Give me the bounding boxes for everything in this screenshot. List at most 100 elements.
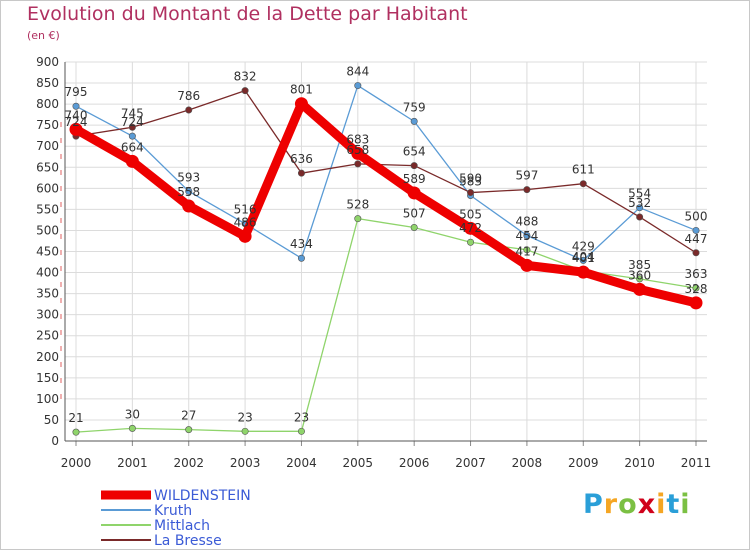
legend-label: La Bresse bbox=[154, 533, 222, 549]
data-point bbox=[410, 117, 418, 125]
data-label: 404 bbox=[572, 250, 595, 264]
data-label: 360 bbox=[628, 268, 651, 282]
data-label: 486 bbox=[234, 215, 257, 229]
data-label: 832 bbox=[234, 70, 257, 84]
data-point bbox=[128, 123, 136, 131]
data-label: 401 bbox=[572, 251, 595, 265]
data-labels: 740 664 558 486 801 683 589 505 417 401 360 328 795 7… bbox=[65, 65, 708, 426]
data-label: 500 bbox=[685, 209, 708, 223]
data-point bbox=[576, 265, 590, 279]
data-point bbox=[467, 238, 475, 246]
data-point bbox=[410, 223, 418, 231]
y-tick-label: 0 bbox=[51, 434, 59, 448]
data-point bbox=[410, 162, 418, 170]
y-tick-label: 800 bbox=[36, 97, 59, 111]
data-label: 745 bbox=[121, 106, 144, 120]
data-point bbox=[128, 132, 136, 140]
x-tick-label: 2002 bbox=[173, 456, 204, 470]
data-label: 795 bbox=[65, 85, 88, 99]
data-label: 683 bbox=[346, 132, 369, 146]
x-tick-label: 2009 bbox=[568, 456, 599, 470]
y-tick-label: 600 bbox=[36, 181, 59, 195]
chart-subtitle: (en €) bbox=[27, 29, 60, 42]
data-label: 724 bbox=[121, 115, 144, 129]
data-point bbox=[351, 146, 365, 160]
data-point bbox=[467, 189, 475, 197]
data-point bbox=[354, 160, 362, 168]
data-point bbox=[523, 246, 531, 254]
data-point bbox=[72, 428, 80, 436]
axes: 0 50 100 150 200 250 300 350 400 450 500 550 600 650 7… bbox=[36, 55, 711, 470]
data-label: 740 bbox=[65, 108, 88, 122]
data-label: 759 bbox=[403, 100, 426, 114]
data-label: 664 bbox=[121, 140, 144, 154]
y-tick-label: 300 bbox=[36, 308, 59, 322]
data-point bbox=[523, 231, 531, 239]
data-label: 786 bbox=[177, 89, 200, 103]
y-tick-label: 200 bbox=[36, 350, 59, 364]
legend-label: Mittlach bbox=[154, 518, 210, 534]
data-point bbox=[185, 106, 193, 114]
data-point bbox=[354, 82, 362, 90]
data-point bbox=[692, 249, 700, 257]
data-label: 488 bbox=[515, 214, 538, 228]
data-point bbox=[636, 204, 644, 212]
data-point bbox=[689, 296, 703, 310]
data-label: 528 bbox=[346, 198, 369, 212]
data-point bbox=[407, 186, 421, 200]
y-tick-label: 450 bbox=[36, 245, 59, 259]
data-point bbox=[297, 427, 305, 435]
data-point bbox=[241, 87, 249, 95]
data-point bbox=[520, 258, 534, 272]
logo-letter: i bbox=[656, 489, 667, 520]
y-tick-label: 550 bbox=[36, 202, 59, 216]
series-line-mittlach bbox=[75, 218, 697, 433]
data-label: 554 bbox=[628, 187, 651, 201]
data-label: 454 bbox=[515, 229, 538, 243]
data-point bbox=[692, 226, 700, 234]
y-tick-label: 400 bbox=[36, 266, 59, 280]
y-tick-label: 850 bbox=[36, 76, 59, 90]
data-point bbox=[579, 256, 587, 264]
data-point bbox=[523, 186, 531, 194]
data-point bbox=[636, 275, 644, 283]
data-label: 363 bbox=[685, 267, 708, 281]
x-tick-label: 2000 bbox=[61, 456, 92, 470]
y-tick-label: 350 bbox=[36, 287, 59, 301]
data-label: 724 bbox=[65, 115, 88, 129]
data-label: 21 bbox=[68, 411, 83, 425]
logo-letter: x bbox=[637, 489, 657, 520]
series-line-la-bresse bbox=[75, 89, 697, 254]
data-point bbox=[297, 254, 305, 262]
data-point bbox=[128, 424, 136, 432]
logo-letter: r bbox=[603, 489, 619, 520]
series-line-kruth bbox=[75, 84, 697, 261]
data-point bbox=[294, 97, 308, 111]
data-label: 23 bbox=[237, 410, 252, 424]
data-point bbox=[125, 154, 139, 168]
data-point bbox=[297, 169, 305, 177]
y-tick-label: 250 bbox=[36, 329, 59, 343]
x-tick-label: 2008 bbox=[512, 456, 543, 470]
y-tick-label: 700 bbox=[36, 139, 59, 153]
y-tick-label: 750 bbox=[36, 118, 59, 132]
x-tick-label: 2005 bbox=[343, 456, 374, 470]
data-label: 516 bbox=[234, 203, 257, 217]
data-point bbox=[354, 215, 362, 223]
data-label: 385 bbox=[628, 258, 651, 272]
data-label: 844 bbox=[346, 65, 369, 79]
data-label: 593 bbox=[177, 170, 200, 184]
data-point bbox=[185, 426, 193, 434]
series-line-wildenstein bbox=[71, 99, 701, 308]
data-point bbox=[464, 221, 478, 235]
data-point bbox=[692, 284, 700, 292]
x-tick-label: 2003 bbox=[230, 456, 261, 470]
x-tick-label: 2001 bbox=[117, 456, 148, 470]
data-label: 611 bbox=[572, 163, 595, 177]
y-tick-label: 650 bbox=[36, 160, 59, 174]
x-tick-label: 2010 bbox=[624, 456, 655, 470]
data-label: 654 bbox=[403, 145, 426, 159]
data-label: 801 bbox=[290, 83, 313, 97]
